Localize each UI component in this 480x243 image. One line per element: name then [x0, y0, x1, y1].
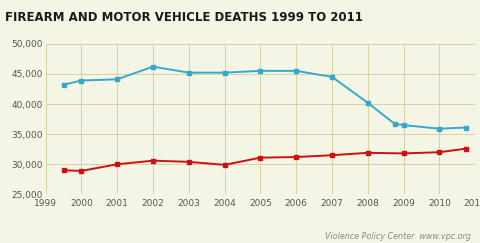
Text: Violence Policy Center  www.vpc.org: Violence Policy Center www.vpc.org [324, 232, 470, 241]
Text: FIREARM AND MOTOR VEHICLE DEATHS 1999 TO 2011: FIREARM AND MOTOR VEHICLE DEATHS 1999 TO… [5, 11, 363, 24]
